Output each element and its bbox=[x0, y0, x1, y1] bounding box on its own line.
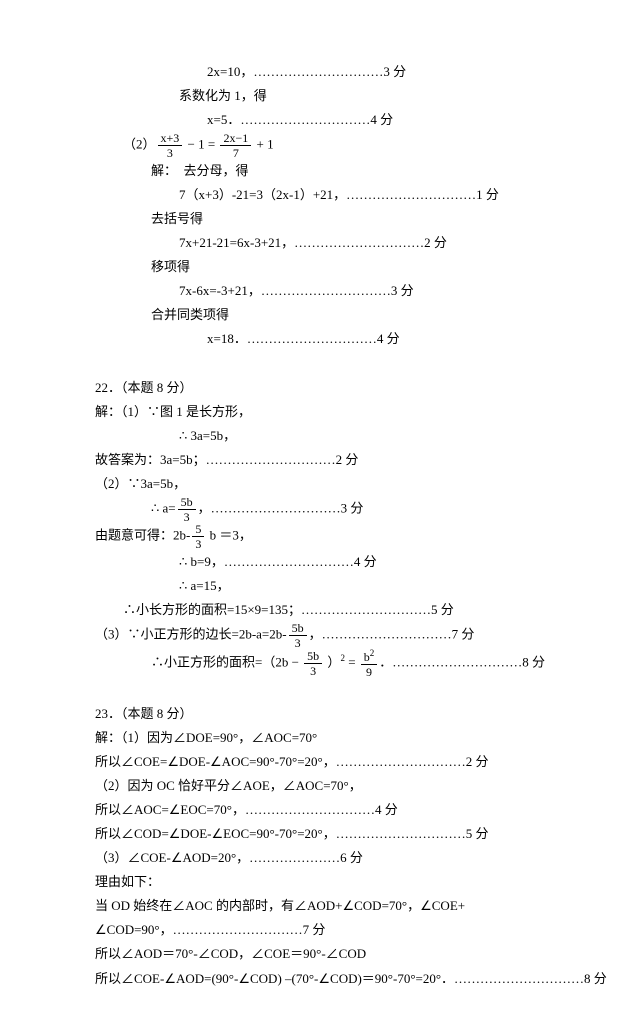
text-line: （2）因为 OC 恰好平分∠AOE，∠AOC=70°， bbox=[95, 774, 545, 798]
text-line: （3）∵小正方形的边长=2b-a=2b-5b3，…………………………7 分 bbox=[95, 622, 545, 649]
text-line: ∠COD=90°，…………………………7 分 bbox=[95, 918, 545, 942]
text-line: 23．（本题 8 分） bbox=[95, 702, 545, 726]
text-line: 当 OD 始终在∠AOC 的内部时，有∠AOD+∠COD=70°，∠COE+ bbox=[95, 894, 545, 918]
text-line: 所以∠COE=∠DOE-∠AOC=90°-70°=20°，…………………………2… bbox=[95, 750, 545, 774]
text-line: 2x=10，…………………………3 分 bbox=[95, 60, 545, 84]
text-line: 解： 去分母，得 bbox=[95, 159, 545, 183]
text-line: ∴小长方形的面积=15×9=135；…………………………5 分 bbox=[95, 598, 545, 622]
text-line: ∴ b=9，…………………………4 分 bbox=[95, 550, 545, 574]
text-line: 7（x+3）-21=3（2x-1）+21，…………………………1 分 bbox=[95, 183, 545, 207]
text-line: x=18．…………………………4 分 bbox=[95, 327, 545, 351]
text-line: 7x+21-21=6x-3+21，…………………………2 分 bbox=[95, 231, 545, 255]
text-line: 所以∠AOD＝70°-∠COD，∠COE＝90°-∠COD bbox=[95, 942, 545, 966]
text-line bbox=[95, 678, 545, 702]
text-line: 合并同类项得 bbox=[95, 303, 545, 327]
text-line: x=5．…………………………4 分 bbox=[95, 108, 545, 132]
text-line: 系数化为 1，得 bbox=[95, 84, 545, 108]
text-line: （2）x+33 − 1 = 2x−17 + 1 bbox=[95, 132, 545, 159]
text-line: 22．（本题 8 分） bbox=[95, 376, 545, 400]
text-line: 所以∠COE-∠AOD=(90°-∠COD) –(70°-∠COD)＝90°-7… bbox=[95, 967, 545, 991]
text-line: 移项得 bbox=[95, 255, 545, 279]
text-line bbox=[95, 352, 545, 376]
text-line: 所以∠COD=∠DOE-∠EOC=90°-70°=20°，…………………………5… bbox=[95, 822, 545, 846]
text-line: ∴ 3a=5b， bbox=[95, 424, 545, 448]
text-line: 由题意可得：2b-53 b ＝3， bbox=[95, 523, 545, 550]
text-line: （3）∠COE-∠AOD=20°，…………………6 分 bbox=[95, 846, 545, 870]
text-line: 解：（1）∵图 1 是长方形， bbox=[95, 400, 545, 424]
text-line: ∴ a=15， bbox=[95, 574, 545, 598]
text-line: 理由如下： bbox=[95, 870, 545, 894]
document-body: 2x=10，…………………………3 分系数化为 1，得x=5．………………………… bbox=[95, 60, 545, 991]
text-line: 所以∠AOC=∠EOC=70°，…………………………4 分 bbox=[95, 798, 545, 822]
text-line: 去括号得 bbox=[95, 207, 545, 231]
text-line: 解：（1）因为∠DOE=90°，∠AOC=70° bbox=[95, 726, 545, 750]
text-line: 故答案为：3a=5b；…………………………2 分 bbox=[95, 448, 545, 472]
text-line: ∴ a=5b3，…………………………3 分 bbox=[95, 496, 545, 523]
text-line: （2）∵3a=5b， bbox=[95, 472, 545, 496]
text-line: 7x-6x=-3+21，…………………………3 分 bbox=[95, 279, 545, 303]
text-line: ∴小正方形的面积=（2b − 5b3 ）2 = b29．…………………………8 … bbox=[95, 649, 545, 678]
